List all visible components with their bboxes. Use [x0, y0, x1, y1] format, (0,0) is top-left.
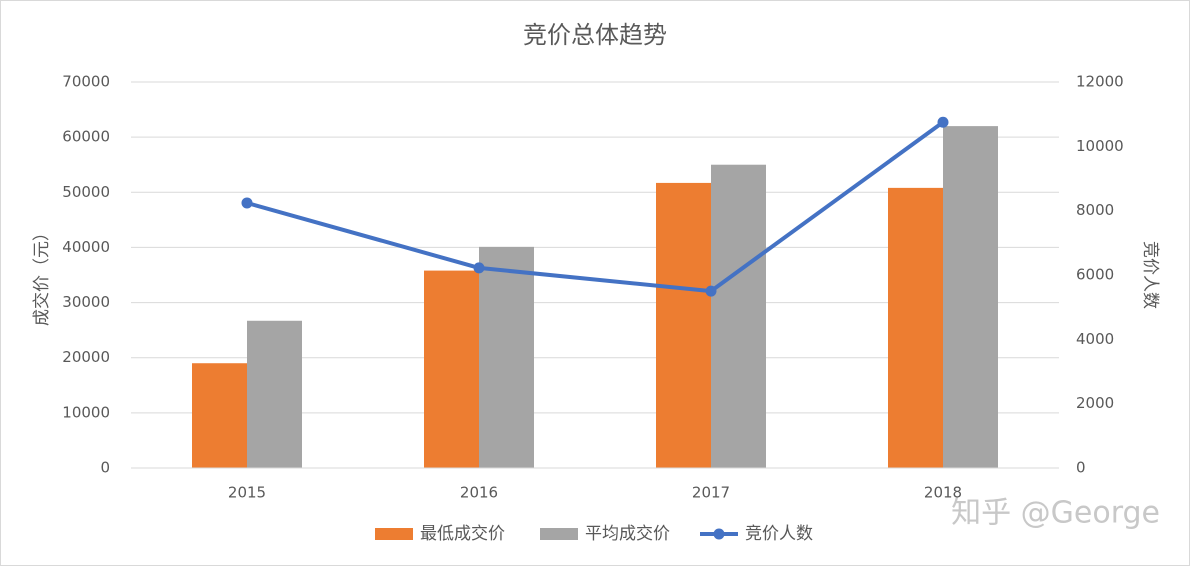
bar — [424, 270, 479, 468]
line-marker — [241, 197, 253, 209]
bar — [192, 363, 247, 468]
y-tick-label: 70000 — [62, 73, 110, 91]
legend-label: 竞价人数 — [745, 524, 813, 544]
y2-tick-label: 4000 — [1076, 330, 1114, 348]
line — [246, 120, 945, 294]
bar — [711, 164, 766, 468]
legend-label: 平均成交价 — [585, 524, 670, 544]
y2-tick-label: 2000 — [1076, 394, 1114, 412]
y2-tick-label: 6000 — [1076, 266, 1114, 284]
y2-tick-label: 12000 — [1076, 73, 1124, 91]
legend-swatch — [375, 528, 413, 540]
bar — [247, 320, 302, 468]
y2-axis-title: 竞价人数 — [1140, 241, 1160, 309]
bar — [479, 246, 534, 468]
x-tick-label: 2015 — [228, 484, 266, 502]
y-tick-label: 0 — [100, 459, 110, 477]
x-tick-label: 2016 — [460, 484, 498, 502]
watermark: 知乎 @George — [951, 496, 1160, 531]
y-tick-label: 10000 — [62, 403, 110, 421]
x-tick-label: 2018 — [924, 484, 962, 502]
bar — [943, 126, 998, 468]
y-tick-label: 50000 — [62, 183, 110, 201]
bar — [888, 187, 943, 469]
y2-tick-label: 0 — [1076, 459, 1086, 477]
legend-swatch — [713, 528, 725, 540]
x-tick-label: 2017 — [692, 484, 730, 502]
line-marker — [473, 262, 485, 274]
y-axis-title: 成交价（元） — [32, 224, 52, 326]
bar — [656, 182, 711, 468]
chart-title: 竞价总体趋势 — [523, 21, 667, 49]
legend-swatch — [540, 528, 578, 540]
y-tick-label: 30000 — [62, 293, 110, 311]
line-marker — [705, 285, 717, 297]
line-marker — [937, 116, 949, 128]
y-tick-label: 60000 — [62, 128, 110, 146]
y2-tick-label: 8000 — [1076, 201, 1114, 219]
y-tick-label: 20000 — [62, 348, 110, 366]
y2-tick-label: 10000 — [1076, 137, 1124, 155]
y-tick-label: 40000 — [62, 238, 110, 256]
legend-label: 最低成交价 — [420, 524, 505, 544]
